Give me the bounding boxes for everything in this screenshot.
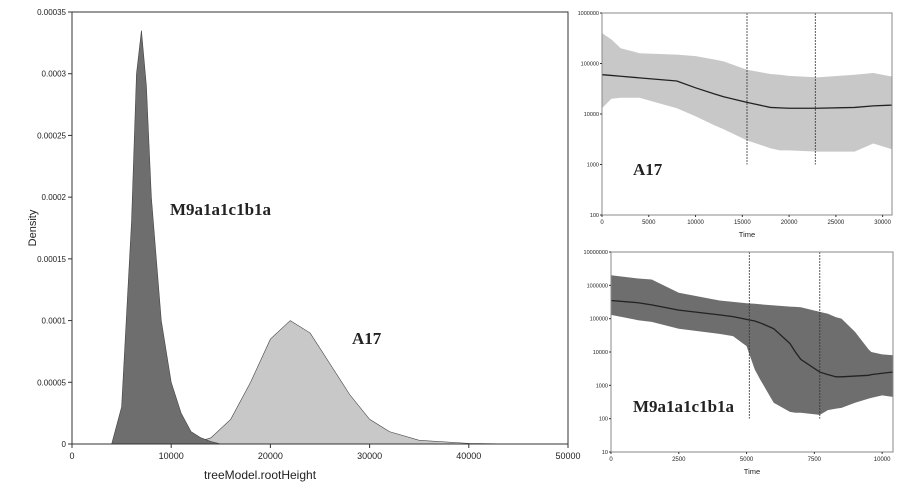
- x-tick-label: 25000: [828, 220, 845, 226]
- x-tick-label: 10000: [159, 451, 184, 461]
- x-axis-label: treeModel.rootHeight: [204, 468, 317, 482]
- x-tick-label: 7500: [808, 457, 822, 463]
- y-tick-label: 0.0001: [42, 317, 67, 326]
- y-tick-label: 10000: [593, 350, 608, 356]
- x-tick-label: 20000: [781, 220, 798, 226]
- plot-frame: [71, 11, 569, 445]
- y-tick-label: 1000000: [587, 283, 608, 289]
- x-tick-label: 0: [600, 220, 604, 226]
- y-axis-label: Density: [27, 209, 39, 246]
- x-tick-label: 5000: [642, 220, 656, 226]
- y-tick-label: 100000: [590, 317, 608, 323]
- density-area-0: [190, 320, 519, 445]
- y-tick-label: 100: [599, 417, 608, 423]
- y-tick-label: 10: [602, 450, 608, 456]
- y-tick-label: 0.00015: [37, 255, 66, 264]
- y-tick-label: 100000: [581, 62, 599, 68]
- y-tick-label: 0.00035: [37, 8, 66, 17]
- y-tick-label: 0.00005: [37, 378, 66, 387]
- x-tick-label: 15000: [734, 220, 751, 226]
- hpd-band: [611, 275, 893, 415]
- y-tick-label: 0.00025: [37, 131, 66, 140]
- x-tick-label: 0: [609, 457, 613, 463]
- y-tick-label: 100: [590, 213, 599, 219]
- x-tick-label: 10000: [687, 220, 704, 226]
- x-axis-label: Time: [744, 467, 760, 476]
- series-label-m9: M9a1a1c1b1a: [170, 200, 272, 219]
- y-tick-label: 10000000: [584, 250, 608, 256]
- y-tick-label: 0.0002: [42, 193, 67, 202]
- x-tick-label: 10000: [874, 457, 891, 463]
- density-area-1: [111, 30, 221, 445]
- x-tick-label: 5000: [740, 457, 754, 463]
- y-tick-label: 1000: [596, 383, 608, 389]
- y-tick-label: 1000: [587, 163, 599, 169]
- x-tick-label: 0: [69, 451, 74, 461]
- panel-label: M9a1a1c1b1a: [633, 397, 735, 416]
- x-tick-label: 30000: [874, 220, 891, 226]
- x-axis-label: Time: [739, 230, 755, 239]
- y-tick-label: 10000: [584, 112, 599, 118]
- panel-label: A17: [633, 160, 663, 179]
- median-line: [610, 299, 894, 378]
- series-label-a17: A17: [352, 329, 382, 348]
- x-tick-label: 40000: [456, 451, 481, 461]
- x-tick-label: 20000: [258, 451, 283, 461]
- y-tick-label: 1000000: [578, 11, 599, 17]
- x-tick-label: 50000: [555, 451, 580, 461]
- y-tick-label: 0.0003: [42, 70, 67, 79]
- x-tick-label: 30000: [357, 451, 382, 461]
- y-tick-label: 0: [62, 440, 67, 449]
- x-tick-label: 2500: [672, 457, 686, 463]
- median-line: [601, 74, 893, 109]
